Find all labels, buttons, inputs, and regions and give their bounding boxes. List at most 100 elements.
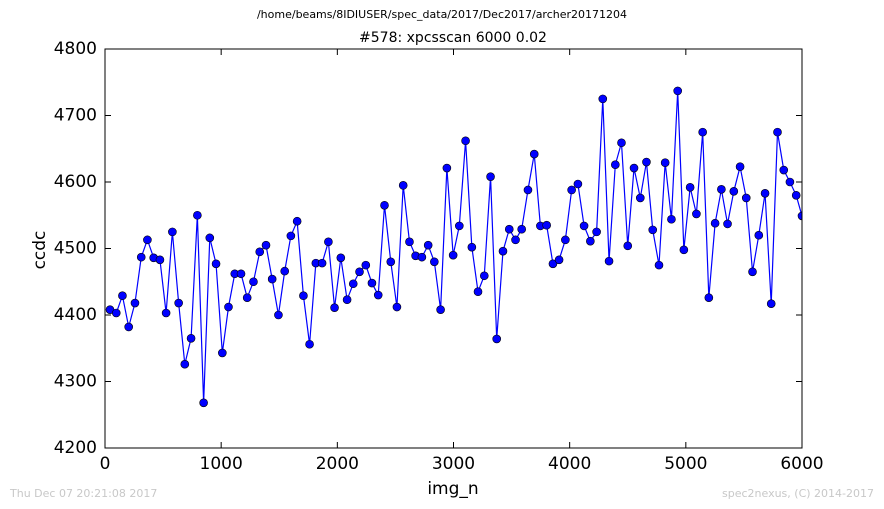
data-point [760,189,770,198]
chart-title: #578: xpcsscan 6000 0.02 [359,30,547,46]
y-tick-label: 4400 [54,305,97,325]
data-point [679,245,689,255]
data-point [642,157,651,167]
data-point [729,187,739,196]
data-point [623,241,633,251]
data-point [280,266,290,276]
data-point [617,138,626,148]
data-point [205,233,215,243]
data-point [479,271,489,281]
y-tick-label: 4500 [54,239,97,259]
data-point [741,193,751,203]
data-point [155,255,165,265]
data-point [186,333,196,343]
data-point [118,291,127,301]
x-tick-label: 5000 [664,454,707,474]
data-point [236,269,246,279]
data-point [529,149,539,159]
footer-right: spec2nexus, (C) 2014-2017 [722,487,874,500]
data-point [573,179,583,189]
data-point [211,259,221,269]
data-point [667,214,676,224]
data-point [473,287,483,297]
data-point [242,293,252,303]
data-point [797,211,802,221]
x-tick-label: 0 [100,454,111,474]
data-point [261,240,271,250]
data-point [442,163,452,173]
data-point [504,224,514,234]
plot-area [105,86,802,408]
data-point [218,348,227,358]
x-tick-label: 1000 [200,454,243,474]
data-point [174,298,183,308]
data-point [317,258,327,268]
data-point [224,302,233,312]
data-point [430,257,439,267]
data-point [380,200,389,210]
y-tick-label: 4200 [54,438,97,458]
data-point [249,277,258,287]
suptitle: /home/beams/8IDIUSER/spec_data/2017/Dec2… [257,8,627,21]
data-point [348,279,358,289]
data-point [330,303,339,312]
data-point [635,193,645,203]
data-point [517,224,526,234]
data-point [604,256,614,266]
data-point [373,290,383,300]
data-point [685,183,695,192]
data-point [629,163,639,173]
data-point [511,235,520,245]
data-point [561,235,570,245]
plot-frame [104,48,803,449]
data-point [523,185,533,195]
data-point [692,209,701,219]
data-point [405,237,414,247]
data-point [773,127,782,137]
data-point [735,162,745,172]
data-point [193,210,202,220]
footer-left: Thu Dec 07 20:21:08 2017 [9,487,157,500]
data-point [542,220,551,230]
x-axis-label: img_n [427,479,478,499]
data-point [168,227,177,237]
data-point [423,240,433,250]
data-point [592,227,601,237]
y-axis-label: ccdc [30,231,50,270]
data-point [710,218,720,228]
data-point [754,230,764,240]
data-point [161,308,171,318]
y-tick-label: 4600 [54,172,97,192]
data-point [704,293,714,303]
data-point [292,216,302,226]
data-point [130,298,140,308]
data-point [598,94,608,104]
data-point [717,185,726,194]
data-point [673,86,683,96]
data-point [498,246,508,256]
data-point [386,257,396,267]
data-point [124,322,133,332]
x-tick-label: 2000 [316,454,359,474]
data-point [286,231,296,241]
data-point [586,236,595,246]
data-point [579,221,589,231]
x-tick-label: 3000 [432,454,475,474]
data-point [305,339,314,349]
data-point [461,136,470,146]
data-point [611,160,620,170]
data-point [455,221,464,231]
data-point [791,191,801,200]
data-point [267,274,277,284]
data-point [299,291,308,301]
data-point [723,219,732,229]
data-point [486,172,495,181]
data-point [336,253,346,263]
data-point [779,165,789,175]
data-point [136,252,146,262]
x-tick-label: 4000 [548,454,591,474]
y-tick-label: 4300 [54,372,97,392]
data-point [367,278,377,288]
